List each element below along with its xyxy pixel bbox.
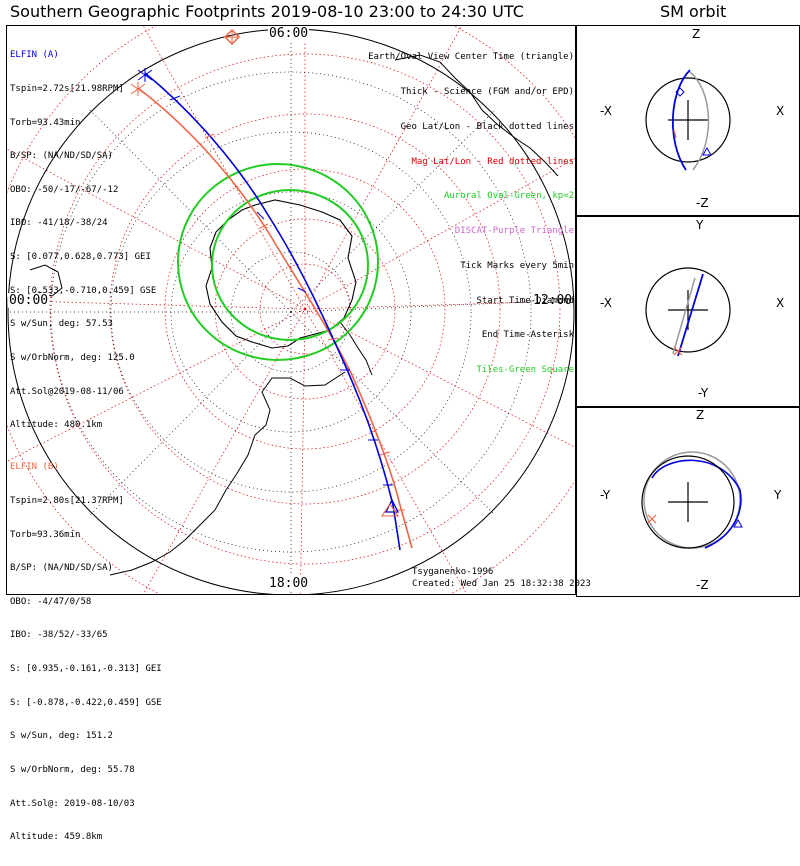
footer-author: Tsyganenko-1996 bbox=[412, 567, 494, 577]
orbit1-axis-right: X bbox=[776, 104, 785, 118]
elfin-a-line: S w/OrbNorm, deg: 125.0 bbox=[10, 352, 135, 363]
legend-item: Geo Lat/Lon - Black dotted lines bbox=[400, 121, 574, 132]
elfin-b-line: Att.Sol@: 2019-08-10/03 bbox=[10, 798, 135, 809]
orbit2-axis-right: X bbox=[776, 296, 785, 310]
legend: Earth/Oval View Center Time (triangle) T… bbox=[368, 29, 574, 400]
orbit1-axis-top: Z bbox=[692, 27, 701, 41]
legend-item: Tick Marks every 5min bbox=[460, 260, 574, 271]
elfin-b-line: B/SP: (NA/ND/SD/SA) bbox=[10, 563, 113, 574]
elfin-a-line: B/SP: (NA/ND/SD/SA) bbox=[10, 151, 113, 162]
legend-item: DISCAT-Purple Triangle bbox=[454, 226, 574, 237]
orbit1-axis-bottom: -Z bbox=[696, 196, 709, 210]
orbit3-axis-right: Y bbox=[774, 488, 782, 502]
elfin-a-name: ELFIN (A) bbox=[10, 50, 59, 61]
orbit2-axis-left: -X bbox=[600, 296, 612, 310]
elfin-a-line: IBO: -41/18/-38/24 bbox=[10, 218, 108, 229]
antarctica-coastline bbox=[205, 199, 357, 349]
view-center-triangle-b bbox=[380, 503, 400, 517]
elfin-a-line: Altitude: 480.1km bbox=[10, 420, 103, 431]
orbit-panel-yz bbox=[641, 451, 743, 549]
footer-created: Created: Wed Jan 25 18:32:38 2023 bbox=[412, 579, 591, 589]
polar-map bbox=[7, 26, 575, 594]
end-asterisk-a bbox=[137, 68, 153, 82]
elfin-b-ticks bbox=[204, 133, 405, 511]
legend-item: Earth/Oval View Center Time (triangle) bbox=[368, 52, 574, 63]
elfin-b-line: S w/OrbNorm, deg: 55.78 bbox=[10, 764, 135, 775]
orbit3-axis-top: Z bbox=[696, 408, 705, 422]
south-america-coastline bbox=[109, 371, 346, 576]
time-label-left: 00:00 bbox=[8, 293, 50, 308]
orbit1-axis-left: -X bbox=[600, 104, 612, 118]
elfin-a-ticks bbox=[169, 95, 393, 486]
orbit-panel-xy bbox=[645, 267, 731, 357]
africa-fragment bbox=[29, 264, 63, 297]
orbit2-axis-bottom: -Y bbox=[698, 386, 709, 400]
elfin-b-line: Altitude: 459.8km bbox=[10, 832, 103, 843]
elfin-a-line: OBO: -50/-17/-67/-12 bbox=[10, 184, 119, 195]
orbit-title: SM orbit bbox=[660, 2, 727, 21]
time-label-right: 12:00 bbox=[532, 293, 574, 308]
elfin-b-name: ELFIN (B) bbox=[10, 462, 59, 473]
auroral-oval-outer bbox=[177, 163, 379, 361]
elfin-a-line: Att.Sol@2019-08-11/06 bbox=[10, 386, 124, 397]
legend-item: End Time-Asterisk bbox=[481, 330, 574, 341]
page-title: Southern Geographic Footprints 2019-08-1… bbox=[10, 2, 524, 21]
time-label-bottom: 18:00 bbox=[268, 576, 310, 591]
orbit-panel-xz bbox=[645, 69, 731, 171]
elfin-a-line: Tspin=2.72s[21.98RPM] bbox=[10, 84, 124, 95]
orbit2-axis-top: Y bbox=[696, 218, 704, 232]
elfin-b-line: IBO: -38/52/-33/65 bbox=[10, 630, 108, 641]
time-label-top: 06:00 bbox=[268, 26, 310, 41]
elfin-a-line: S: [0.077,0.628,0.773] GEI bbox=[10, 252, 151, 263]
elfin-a-info: ELFIN (A) Tspin=2.72s[21.98RPM] Torb=93.… bbox=[10, 28, 156, 454]
mag-grid bbox=[7, 26, 575, 594]
elfin-a-line: S: [0.533,-0.710,0.459] GSE bbox=[10, 285, 157, 296]
legend-item: Auroral Oval-Green, kp=2 bbox=[443, 191, 574, 202]
elfin-a-line: S w/Sun, deg: 57.53 bbox=[10, 319, 113, 330]
australia-coastline bbox=[394, 54, 559, 177]
elfin-b-line: S w/Sun, deg: 151.2 bbox=[10, 731, 113, 742]
elfin-b-line: S: [-0.878,-0.422,0.459] GSE bbox=[10, 697, 162, 708]
elfin-a-line: Torb=93.43min bbox=[10, 117, 81, 128]
legend-item: Start Time-Diamond bbox=[476, 295, 574, 306]
orbit-panels bbox=[641, 69, 743, 549]
auroral-oval-inner bbox=[211, 189, 369, 341]
legend-item: Tiles-Green Square bbox=[476, 365, 574, 376]
elfin-b-line: Tspin=2.80s[21.37RPM] bbox=[10, 496, 124, 507]
elfin-b-line: Torb=93.36min bbox=[10, 529, 81, 540]
orbit3-axis-left: -Y bbox=[600, 488, 611, 502]
polar-map-frame bbox=[6, 25, 576, 595]
elfin-b-track bbox=[137, 87, 413, 549]
elfin-b-line: S: [0.935,-0.161,-0.313] GEI bbox=[10, 664, 162, 675]
footprint-plot-page: Southern Geographic Footprints 2019-08-1… bbox=[6, 2, 800, 842]
end-asterisk-b bbox=[130, 82, 146, 96]
orbit3-axis-bottom: -Z bbox=[696, 578, 709, 592]
legend-item: Mag Lat/Lon - Red dotted lines bbox=[411, 156, 574, 167]
antarctic-peninsula bbox=[339, 321, 373, 376]
legend-item: Thick - Science (FGM and/or EPD) bbox=[400, 86, 574, 97]
